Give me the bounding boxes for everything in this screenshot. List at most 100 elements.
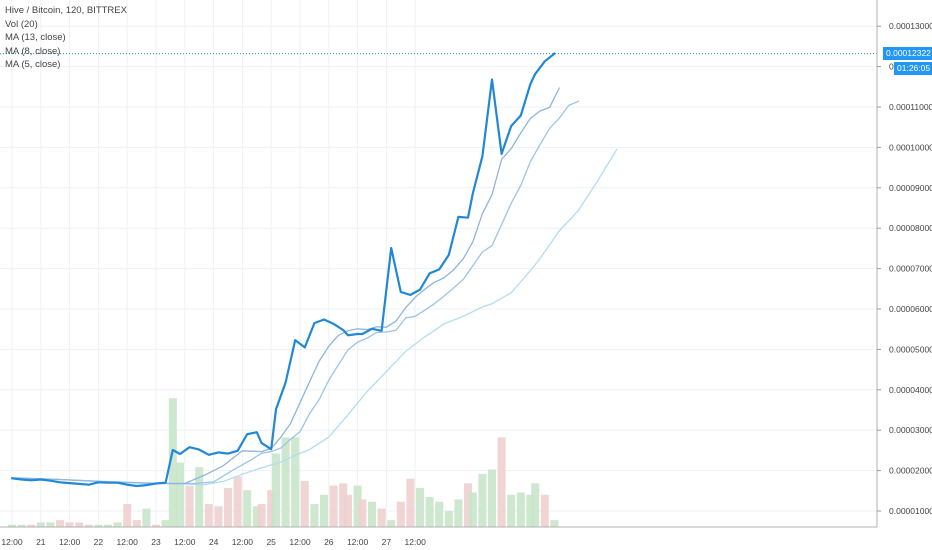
volume-bar [257,504,266,527]
volume-bar [329,485,338,527]
volume-bar [224,487,232,527]
price-axis: 0.000130000.000120000.000110000.00010000… [876,0,932,527]
volume-bar [344,494,352,527]
volume-bar [8,524,16,527]
volume-bar [94,524,103,527]
volume-bar [75,522,84,527]
legend-ma5[interactable]: MA (5, close) [5,59,61,70]
y-tick-label: 0.00005000 [889,344,932,354]
y-tick-label: 0.00011000 [889,102,932,112]
volume-bar [320,494,328,527]
current-price-badge: 0.00012322 [883,46,932,60]
volume-bar [195,467,204,527]
volume-bar [123,504,132,527]
volume-bar [310,504,319,527]
x-tick-label: 12:00 [1,537,23,547]
volume-bar [488,469,496,527]
volume-bar [204,504,213,527]
volume-bar [507,494,516,527]
y-tick-label: 0.00001000 [889,506,932,516]
volume-bar [300,481,309,527]
chart-series [0,52,877,488]
volume-bar [132,520,141,527]
countdown-badge: 01:26:05 [894,61,932,75]
volume-bar [464,483,472,527]
volume-bar [168,398,177,527]
x-tick-label: 12:00 [347,537,369,547]
chart-grid [0,0,877,527]
volume-bar [17,524,26,527]
x-tick-label: 27 [382,537,392,547]
volume-bar [214,506,223,527]
x-tick-label: 23 [151,537,161,547]
volume-bar [152,524,160,527]
x-tick-label: 22 [94,537,104,547]
volume-bar [377,508,386,527]
y-tick-label: 0.00007000 [889,264,932,274]
x-tick-label: 12:00 [405,537,427,547]
volume-bar [497,437,506,527]
volume-bar [104,524,112,527]
volume-bar [46,522,55,527]
ma8-line [11,100,580,485]
volume-bar [176,462,184,527]
volume-bar [185,485,194,527]
volume-bar [435,501,444,527]
volume-bar [406,478,415,527]
volume-bar [161,520,170,527]
y-tick-label: 0.00013000 [889,21,932,31]
volume-bar [243,490,252,527]
volume-bar [56,520,64,527]
volume-bar [387,520,396,527]
y-tick-label: 0.00008000 [889,223,932,233]
volume-bar [526,494,535,527]
volume-bar [84,524,93,527]
ma13-line [11,148,618,486]
volume-bar [113,522,122,527]
volume-bar [233,476,242,527]
volume-bar [550,520,559,527]
volume-bar [281,437,290,527]
y-tick-label: 0.00010000 [889,142,932,152]
volume-bar [531,483,540,527]
legend-ma13[interactable]: MA (13, close) [5,32,66,43]
volume-bar [454,499,463,527]
x-tick-label: 25 [266,537,276,547]
x-tick-label: 12:00 [174,537,196,547]
volume-bar [27,524,36,527]
volume-bar [368,501,376,527]
volume-bar [396,501,405,527]
volume-bar [36,522,45,527]
volume-bar [339,483,348,527]
legend-volume[interactable]: Vol (20) [5,18,38,30]
legend-symbol[interactable]: Hive / Bitcoin, 120, BITTREX [5,5,127,16]
volume-bar [65,522,74,527]
volume-bars [8,398,559,527]
x-tick-label: 24 [209,537,219,547]
volume-bar [142,508,151,527]
volume-bar [291,437,300,527]
volume-bar [468,492,477,527]
volume-bar [358,499,367,527]
y-tick-label: 0.00002000 [889,466,932,476]
y-tick-label: 0.00009000 [889,183,932,193]
volume-bar [425,497,434,527]
x-tick-label: 12:00 [59,537,81,547]
volume-bar [444,510,453,527]
volume-bar [540,494,549,527]
x-tick-label: 12:00 [117,537,139,547]
volume-bar [252,506,261,527]
x-tick-label: 26 [324,537,334,547]
volume-bar [267,490,276,527]
volume-bar [272,453,280,527]
chart-legend: Hive / Bitcoin, 120, BITTREX Vol (20) MA… [5,4,127,72]
volume-bar [416,487,424,527]
y-tick-label: 0.00003000 [889,425,932,435]
x-tick-label: 12:00 [232,537,254,547]
legend-ma8[interactable]: MA (8, close) [5,45,61,57]
volume-bar [353,485,362,527]
time-axis: 12:00 21 12:00 22 12:00 23 12:00 24 12:00 25 12:00… [0,526,877,547]
x-tick-label: 21 [36,537,46,547]
volume-bar [516,492,525,527]
